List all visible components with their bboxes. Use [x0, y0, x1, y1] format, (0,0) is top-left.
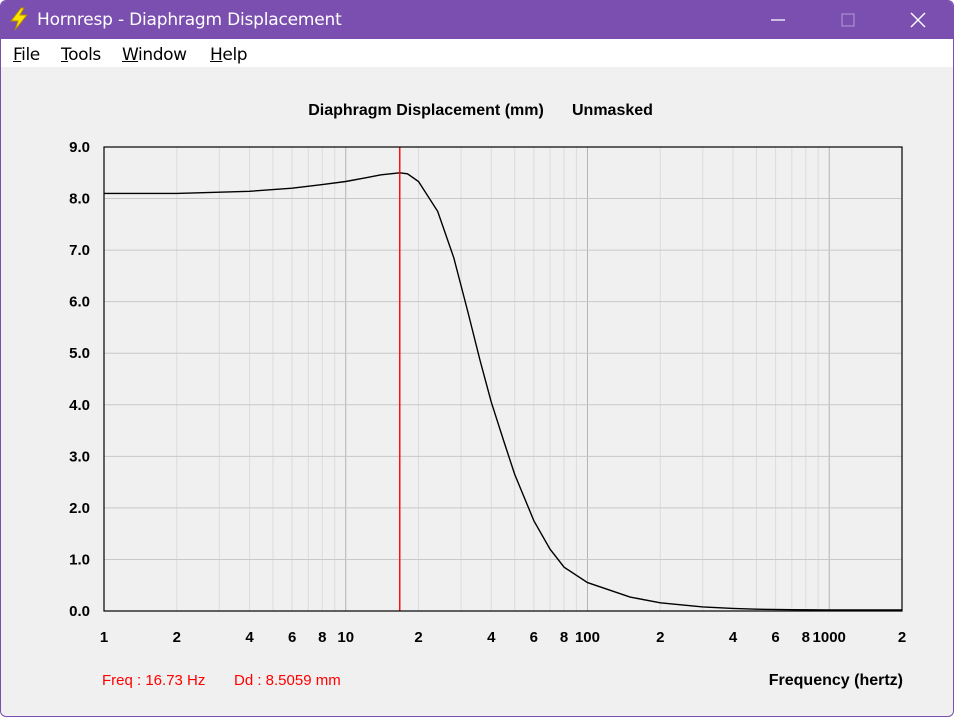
plot-frame — [103, 146, 903, 612]
x-tick-label: 2 — [898, 629, 906, 646]
x-tick-label: 8 — [802, 629, 810, 646]
y-tick-label: 7.0 — [69, 242, 90, 259]
y-tick-label: 5.0 — [69, 345, 90, 362]
x-tick-label: 4 — [245, 629, 254, 646]
x-tick-label: 4 — [729, 629, 738, 646]
freq-readout: Freq : 16.73 Hz — [102, 672, 205, 689]
x-tick-label: 2 — [656, 629, 664, 646]
y-tick-label: 9.0 — [69, 139, 90, 156]
displacement-curve — [104, 172, 902, 611]
x-tick-label: 4 — [487, 629, 496, 646]
chart-subtitle: Unmasked — [572, 102, 653, 119]
x-tick-label: 6 — [288, 629, 296, 646]
maximize-button[interactable] — [825, 1, 871, 39]
x-tick-label: 2 — [173, 629, 181, 646]
menu-window[interactable]: Window — [122, 45, 187, 65]
lightning-bolt-icon — [9, 7, 29, 31]
menu-file[interactable]: File — [13, 45, 40, 65]
chart-area[interactable]: Diaphragm Displacement (mm) Unmasked 0.0… — [1, 67, 953, 716]
x-tick-label: 6 — [771, 629, 779, 646]
close-icon — [910, 12, 926, 28]
displacement-chart[interactable]: Diaphragm Displacement (mm) Unmasked 0.0… — [1, 67, 953, 716]
x-tick-label: 1 — [100, 629, 108, 646]
y-tick-label: 0.0 — [69, 603, 90, 620]
x-tick-label: 6 — [530, 629, 538, 646]
minimize-icon — [771, 19, 785, 21]
x-axis-label: Frequency (hertz) — [769, 672, 903, 689]
x-tick-label: 100 — [575, 629, 600, 646]
menu-tools[interactable]: Tools — [61, 45, 101, 65]
close-button[interactable] — [895, 1, 941, 39]
menu-bar: File Tools Window Help — [1, 39, 953, 67]
x-tick-label: 8 — [318, 629, 326, 646]
title-bar[interactable]: Hornresp - Diaphragm Displacement — [1, 1, 953, 39]
displacement-readout: Dd : 8.5059 mm — [234, 672, 341, 689]
menu-help[interactable]: Help — [210, 45, 248, 65]
y-tick-label: 2.0 — [69, 500, 90, 517]
maximize-icon — [841, 13, 855, 27]
x-tick-label: 2 — [414, 629, 422, 646]
window-title: Hornresp - Diaphragm Displacement — [37, 10, 342, 30]
y-tick-label: 3.0 — [69, 448, 90, 465]
y-tick-label: 8.0 — [69, 191, 90, 208]
y-tick-label: 1.0 — [69, 551, 90, 568]
x-tick-label: 10 — [337, 629, 354, 646]
y-tick-label: 4.0 — [69, 397, 90, 414]
y-tick-label: 6.0 — [69, 294, 90, 311]
x-tick-label: 8 — [560, 629, 568, 646]
minimize-button[interactable] — [755, 1, 801, 39]
x-tick-label: 1000 — [813, 629, 846, 646]
chart-title: Diaphragm Displacement (mm) — [308, 102, 544, 119]
